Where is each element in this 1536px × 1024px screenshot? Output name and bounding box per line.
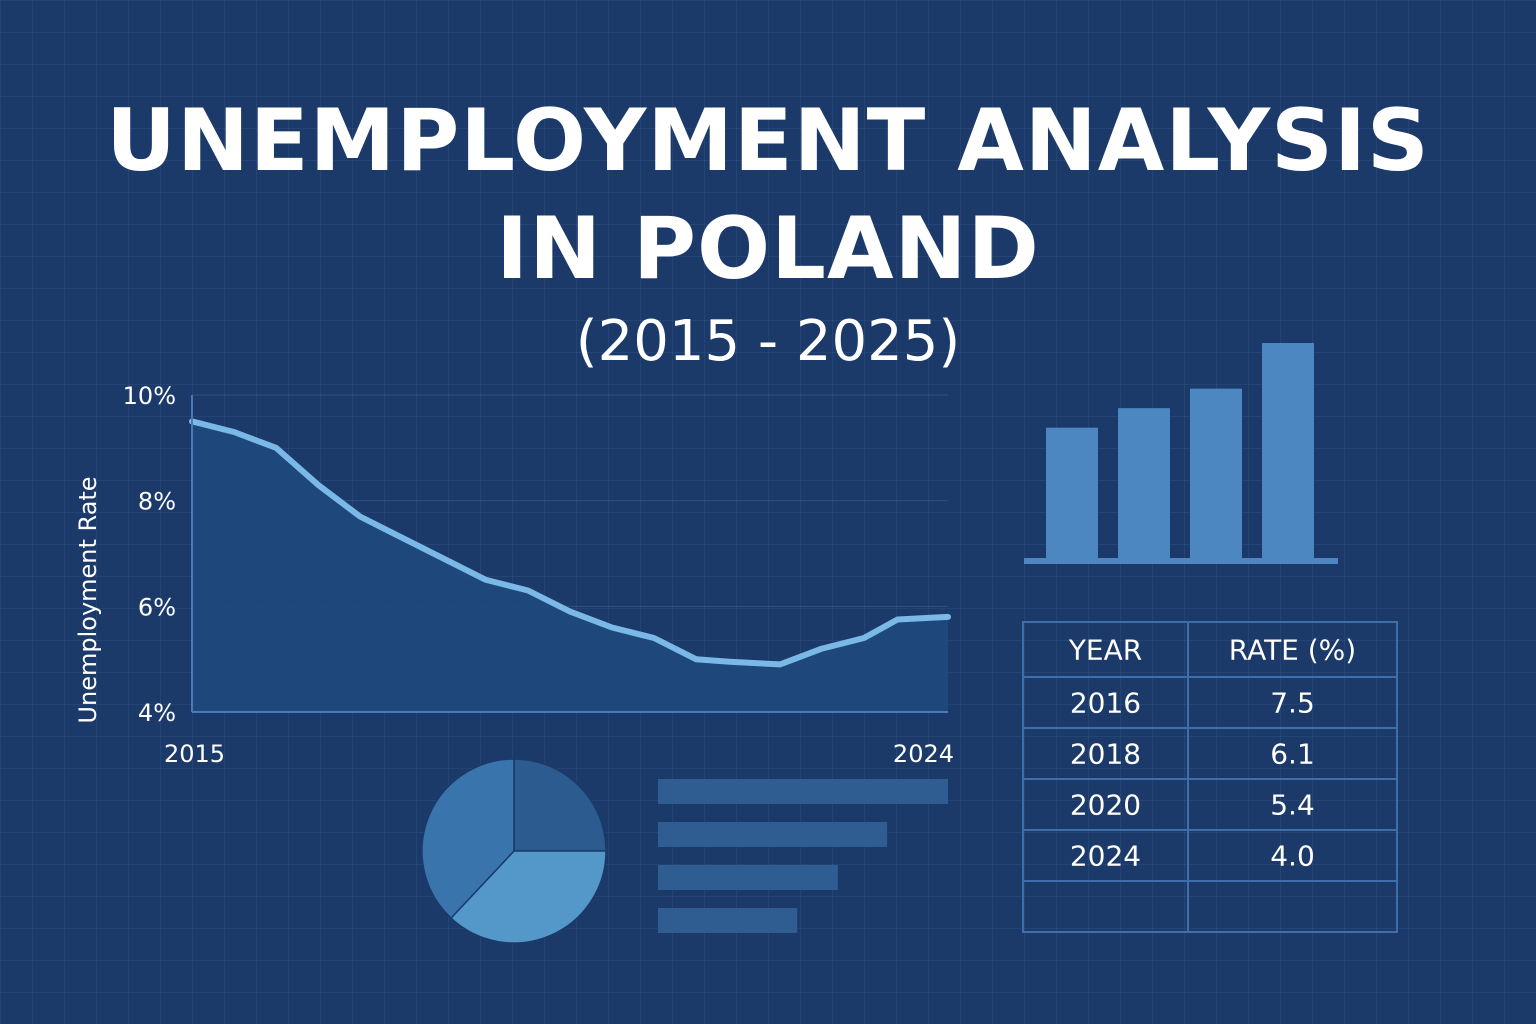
table-border: [1022, 621, 1398, 933]
x-tick-label: 2024: [893, 740, 954, 768]
pie-slice: [449, 850, 607, 944]
table-cell: 4.0: [1270, 840, 1315, 873]
title-line-2: IN POLAND: [496, 199, 1040, 299]
table-cell: 7.5: [1270, 687, 1315, 720]
horizontal-bar: [658, 779, 948, 804]
bar: [1190, 388, 1242, 558]
y-tick-label: 8%: [138, 488, 176, 516]
table-header-cell: YEAR: [1068, 634, 1142, 667]
bar: [1046, 427, 1098, 558]
table-cell: 2018: [1070, 738, 1141, 771]
y-tick-label: 6%: [138, 593, 176, 621]
table-cell: 2024: [1070, 840, 1141, 873]
series-line: [189, 418, 951, 668]
y-tick-label: 4%: [138, 699, 176, 727]
horizontal-bar: [658, 908, 798, 933]
bar: [1262, 343, 1314, 558]
table-cell: 6.1: [1270, 738, 1315, 771]
horizontal-bar: [658, 865, 838, 890]
title-line-1: UNEMPLOYMENT ANALYSIS: [106, 91, 1430, 191]
horizontal-bar: [658, 822, 888, 847]
line-area: [192, 421, 948, 712]
y-axis-label: Unemployment Rate: [74, 476, 102, 723]
table-header-cell: RATE (%): [1229, 634, 1356, 667]
x-tick-label: 2015: [164, 740, 225, 768]
table-cell: 5.4: [1270, 789, 1315, 822]
table-cell: 2020: [1070, 789, 1141, 822]
subtitle: (2015 - 2025): [575, 309, 961, 374]
pie-slice: [421, 758, 515, 920]
bar: [1118, 408, 1170, 558]
pie-slice: [513, 758, 607, 852]
table-cell: 2016: [1070, 687, 1141, 720]
bar-baseline: [1024, 558, 1338, 564]
y-tick-label: 10%: [123, 382, 176, 410]
